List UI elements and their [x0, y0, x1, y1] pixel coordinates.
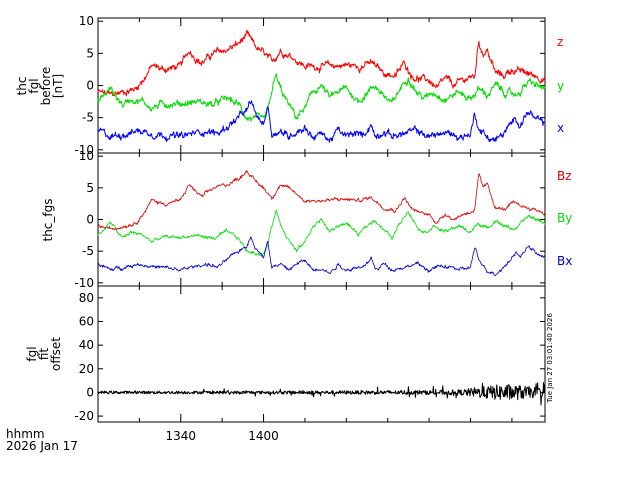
- legend-x: x: [557, 121, 564, 135]
- panel-thc-fgs: 10 5 0 -5 -10 thc_fgs Bz By Bx: [41, 149, 572, 290]
- series-line-z: [97, 29, 546, 97]
- legend-bz: Bz: [557, 169, 572, 183]
- legend-y: y: [557, 79, 564, 93]
- series-line-bx: [97, 236, 546, 277]
- series-line-offset: [98, 382, 546, 406]
- series-line-by: [97, 210, 546, 257]
- panel-3-frame: [97, 285, 546, 423]
- x-axis-label-date: 2026 Jan 17: [6, 439, 78, 453]
- y-tick-label: 60: [79, 314, 94, 328]
- legend-z: z: [557, 35, 563, 49]
- y-tick-label: 0: [86, 213, 94, 227]
- x-tick-label: 1400: [248, 429, 279, 443]
- y-tick-label: 0: [86, 79, 94, 93]
- y-tick-label: 10: [79, 14, 94, 28]
- x-tick-label: 1340: [166, 429, 197, 443]
- y-tick-label: -10: [74, 276, 94, 290]
- panel-1-ylabel-line-1: thc: [15, 77, 29, 96]
- y-tick-label: -5: [82, 244, 94, 258]
- legend-by: By: [557, 211, 572, 225]
- panel-1-ylabel-line-3: before: [39, 67, 53, 106]
- panel-fgl-before: 10 5 0 -5 -10 thc fgl before [nT] z y x: [15, 14, 564, 157]
- y-tick-label: -5: [82, 111, 94, 125]
- panel-fit-offset: 80 60 40 20 0 -20 fgl fit offset Tue Jan 27 0…: [25, 285, 554, 423]
- y-tick-label: 5: [86, 46, 94, 60]
- y-tick-label: 5: [86, 181, 94, 195]
- y-tick-label: -20: [74, 409, 94, 423]
- y-tick-label: 40: [79, 338, 94, 352]
- x-axis-label-hhmm: hhmm: [6, 427, 45, 441]
- y-tick-label: 20: [79, 362, 94, 376]
- timestamp-stamp: Tue Jan 27 03:01:40 2026: [546, 313, 554, 404]
- y-tick-label: 0: [86, 385, 94, 399]
- x-axis: 1340 1400: [97, 18, 513, 443]
- y-tick-label: -10: [74, 143, 94, 157]
- legend-bx: Bx: [557, 254, 572, 268]
- panel-3-ylabel-line-2: fit: [37, 348, 51, 361]
- panel-3-ylabel-line-1: fgl: [25, 346, 39, 361]
- panel-1-ylabel-line-2: fgl: [27, 78, 41, 93]
- panel-3-ylabel-line-3: offset: [49, 337, 63, 371]
- series-line-bz: [97, 170, 545, 231]
- series-line-x: [97, 100, 546, 143]
- y-tick-label: 10: [79, 149, 94, 163]
- y-tick-label: 80: [79, 291, 94, 305]
- series-line-y: [97, 73, 546, 122]
- panel-2-ylabel: thc_fgs: [41, 198, 55, 241]
- panel-1-ylabel-line-4: [nT]: [51, 74, 65, 98]
